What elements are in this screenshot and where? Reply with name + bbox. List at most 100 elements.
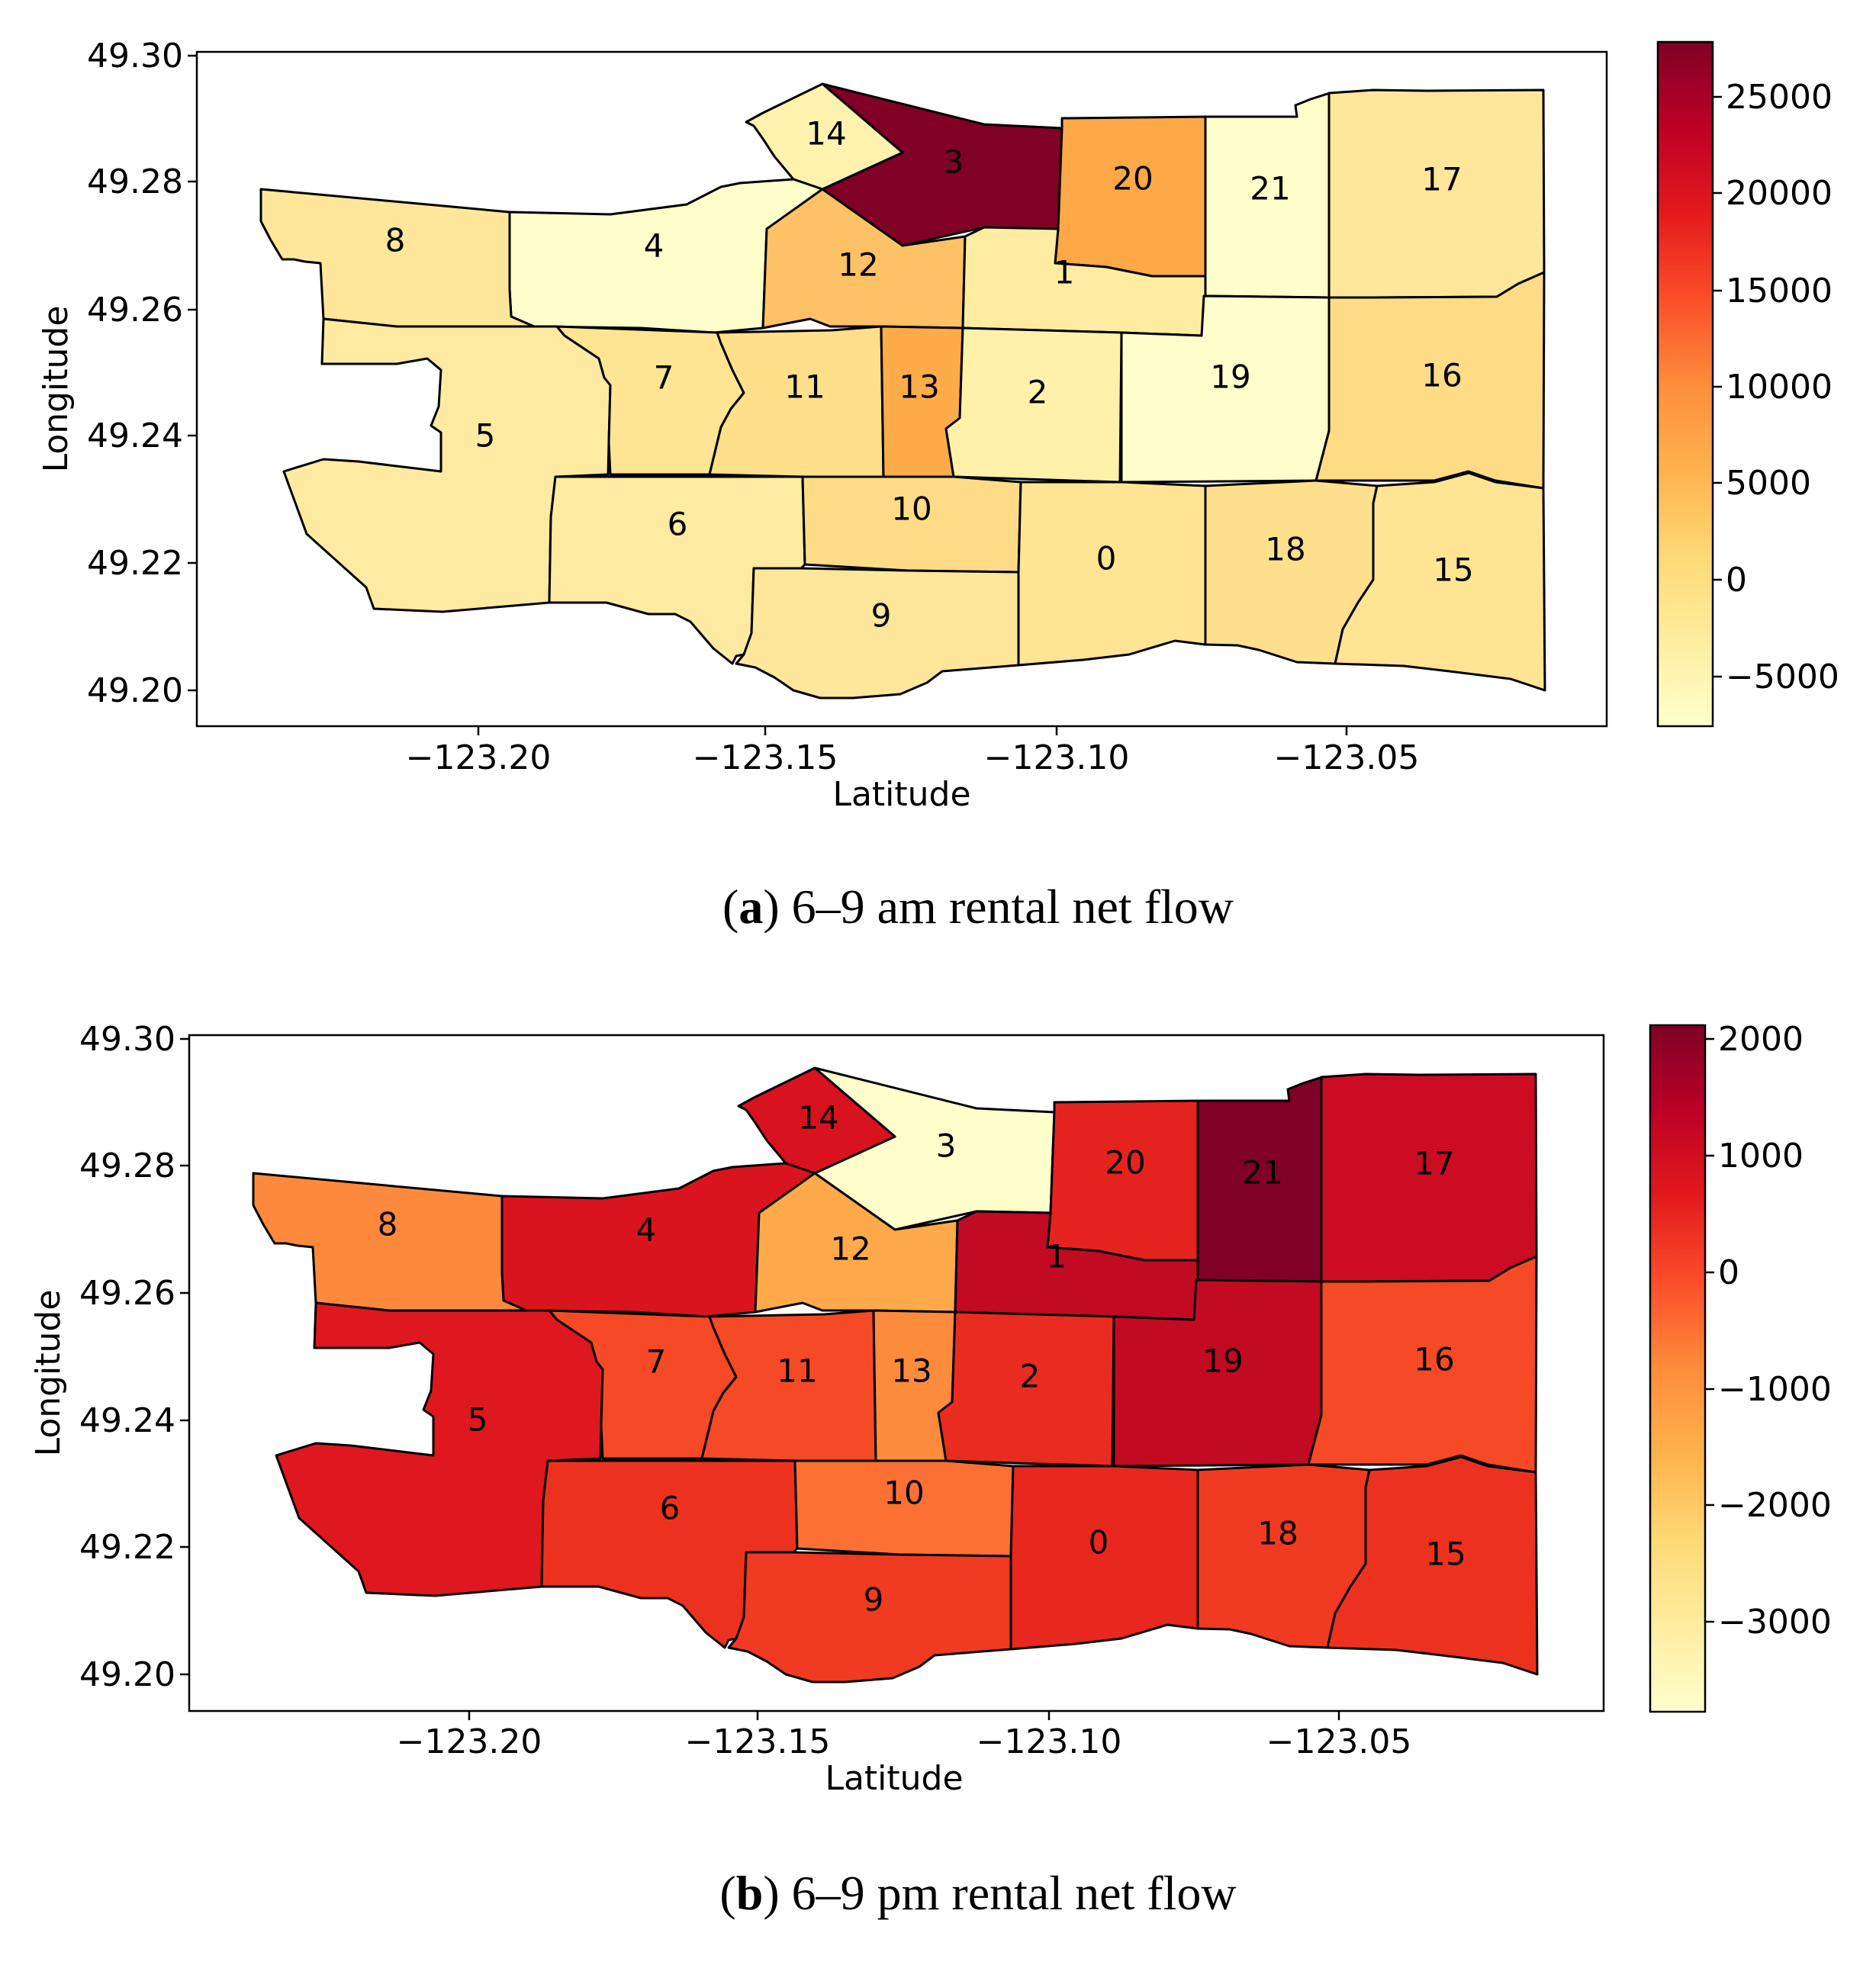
region-11-panel-b xyxy=(700,1309,877,1462)
panel-a-y-tick: 49.24 xyxy=(87,416,183,455)
panel-a-colorbar-tick: 0 xyxy=(1726,561,1747,600)
region-14-panel-b xyxy=(737,1066,896,1175)
panel-b-x-tick: −123.15 xyxy=(685,1722,831,1761)
region-label-21-panel-a: 21 xyxy=(1250,170,1290,207)
region-label-0-panel-b: 0 xyxy=(1089,1524,1109,1561)
region-14-panel-a xyxy=(745,82,904,191)
region-label-1-panel-a: 1 xyxy=(1054,254,1075,291)
region-label-1-panel-b: 1 xyxy=(1047,1238,1067,1275)
panel-b-caption-text: ) 6–9 pm rental net flow xyxy=(763,1866,1236,1920)
panel-a-plot-frame xyxy=(195,50,1608,728)
region-label-8-panel-a: 8 xyxy=(385,222,406,259)
region-label-5-panel-b: 5 xyxy=(468,1401,488,1439)
panel-b-colorbar: 2000 1000 0 −1000 −2000 −3000 xyxy=(1649,1020,1832,1713)
panel-a-caption-text: ) 6–9 am rental net flow xyxy=(763,880,1234,934)
panel-a-y-tick: 49.22 xyxy=(87,544,183,583)
region-label-15-panel-a: 15 xyxy=(1433,552,1473,589)
region-label-10-panel-a: 10 xyxy=(891,490,932,528)
panel-b-x-tick: −123.10 xyxy=(977,1722,1122,1761)
region-label-2-panel-a: 2 xyxy=(1028,374,1048,411)
panel-b-colorbar-tick: 2000 xyxy=(1718,1020,1804,1059)
region-label-21-panel-b: 21 xyxy=(1242,1154,1282,1192)
panel-a-y-tick: 49.26 xyxy=(87,291,183,330)
region-8-panel-a xyxy=(259,188,536,328)
region-label-12-panel-a: 12 xyxy=(838,246,878,284)
panel-a-y-axis-label: Longitude xyxy=(37,306,76,473)
region-label-3-panel-b: 3 xyxy=(936,1127,957,1165)
panel-b-y-tick: 49.24 xyxy=(79,1401,175,1440)
region-label-2-panel-b: 2 xyxy=(1020,1358,1041,1395)
region-label-13-panel-b: 13 xyxy=(891,1352,932,1390)
region-label-8-panel-b: 8 xyxy=(378,1206,398,1243)
panel-b-x-tick: −123.05 xyxy=(1266,1722,1412,1761)
region-label-12-panel-b: 12 xyxy=(830,1230,870,1268)
region-9-panel-a xyxy=(735,567,1020,699)
panel-b-y-tick: 49.30 xyxy=(79,1020,175,1059)
region-15-panel-b xyxy=(1326,1455,1539,1676)
panel-a-x-tick: −123.10 xyxy=(984,738,1130,777)
region-label-14-panel-a: 14 xyxy=(806,115,846,153)
region-label-0-panel-a: 0 xyxy=(1096,540,1117,577)
panel-a-y-ticks: 49.30 49.28 49.26 49.24 49.22 49.20 xyxy=(87,37,197,710)
panel-a-regions xyxy=(259,82,1546,699)
panel-b-colorbar-tick: 0 xyxy=(1718,1253,1739,1292)
panel-b-x-tick: −123.20 xyxy=(397,1722,542,1761)
panel-b-y-tick: 49.26 xyxy=(79,1274,175,1313)
region-label-17-panel-a: 17 xyxy=(1421,161,1462,198)
panel-a-colorbar-tick: 20000 xyxy=(1726,174,1833,213)
region-label-19-panel-b: 19 xyxy=(1202,1343,1243,1380)
region-label-15-panel-b: 15 xyxy=(1425,1536,1466,1573)
panel-a-x-tick: −123.15 xyxy=(693,738,838,777)
region-8-panel-b xyxy=(252,1172,528,1312)
region-label-3-panel-a: 3 xyxy=(944,143,964,181)
panel-b-caption-letter: b xyxy=(736,1866,764,1920)
panel-b-colorbar-tick: −3000 xyxy=(1718,1603,1832,1642)
panel-a-colorbar-tick: 25000 xyxy=(1726,78,1833,117)
region-label-7-panel-a: 7 xyxy=(654,359,674,397)
region-label-10-panel-b: 10 xyxy=(883,1475,924,1512)
region-label-4-panel-b: 4 xyxy=(636,1211,657,1249)
region-label-9-panel-b: 9 xyxy=(864,1581,884,1619)
panel-b-regions xyxy=(252,1066,1539,1684)
region-label-16-panel-b: 16 xyxy=(1414,1341,1454,1378)
panel-a-colorbar-gradient xyxy=(1656,40,1714,728)
region-label-7-panel-b: 7 xyxy=(646,1343,667,1381)
panel-a-colorbar-tick: 10000 xyxy=(1726,368,1833,407)
panel-b-caption: (b) 6–9 pm rental net flow xyxy=(719,1866,1236,1920)
panel-b-colorbar-tick: 1000 xyxy=(1718,1137,1804,1175)
panel-b-x-axis-label: Latitude xyxy=(825,1759,963,1798)
region-label-14-panel-b: 14 xyxy=(798,1099,838,1137)
panel-a-colorbar-tick: 5000 xyxy=(1726,464,1811,503)
panel-b-colorbar-gradient xyxy=(1649,1024,1707,1713)
panel-a-caption: (a) 6–9 am rental net flow xyxy=(722,880,1234,934)
region-label-20-panel-b: 20 xyxy=(1105,1144,1145,1182)
panel-a-x-axis-label: Latitude xyxy=(832,775,970,814)
panel-a-x-ticks: −123.20 −123.15 −123.10 −123.05 xyxy=(406,726,1420,777)
panel-a-x-tick: −123.05 xyxy=(1274,738,1420,777)
region-9-panel-b xyxy=(727,1551,1012,1684)
panel-b-y-tick: 49.20 xyxy=(79,1655,175,1694)
region-label-19-panel-a: 19 xyxy=(1210,359,1250,396)
panel-b-y-ticks: 49.30 49.28 49.26 49.24 49.22 49.20 xyxy=(79,1020,189,1694)
panel-a-y-tick: 49.28 xyxy=(87,162,183,201)
region-label-9-panel-a: 9 xyxy=(871,597,892,635)
panel-b-colorbar-tick: −2000 xyxy=(1718,1486,1832,1525)
region-label-4-panel-a: 4 xyxy=(644,227,664,265)
region-label-6-panel-b: 6 xyxy=(660,1490,681,1527)
panel-b-y-tick: 49.22 xyxy=(79,1528,175,1567)
panel-a-colorbar: 25000 20000 15000 10000 5000 0 −5000 xyxy=(1656,40,1839,728)
panel-b-colorbar-tick: −1000 xyxy=(1718,1370,1832,1409)
region-label-11-panel-b: 11 xyxy=(777,1352,817,1390)
panel-a-y-tick: 49.20 xyxy=(87,671,183,710)
panel-b-x-ticks: −123.20 −123.15 −123.10 −123.05 xyxy=(397,1711,1412,1761)
region-label-5-panel-a: 5 xyxy=(475,417,496,455)
region-label-18-panel-a: 18 xyxy=(1265,531,1305,568)
region-label-16-panel-a: 16 xyxy=(1421,357,1462,394)
panel-a-colorbar-tick: −5000 xyxy=(1726,658,1839,696)
panel-b-plot-frame xyxy=(188,1034,1605,1713)
region-label-6-panel-a: 6 xyxy=(668,506,688,543)
